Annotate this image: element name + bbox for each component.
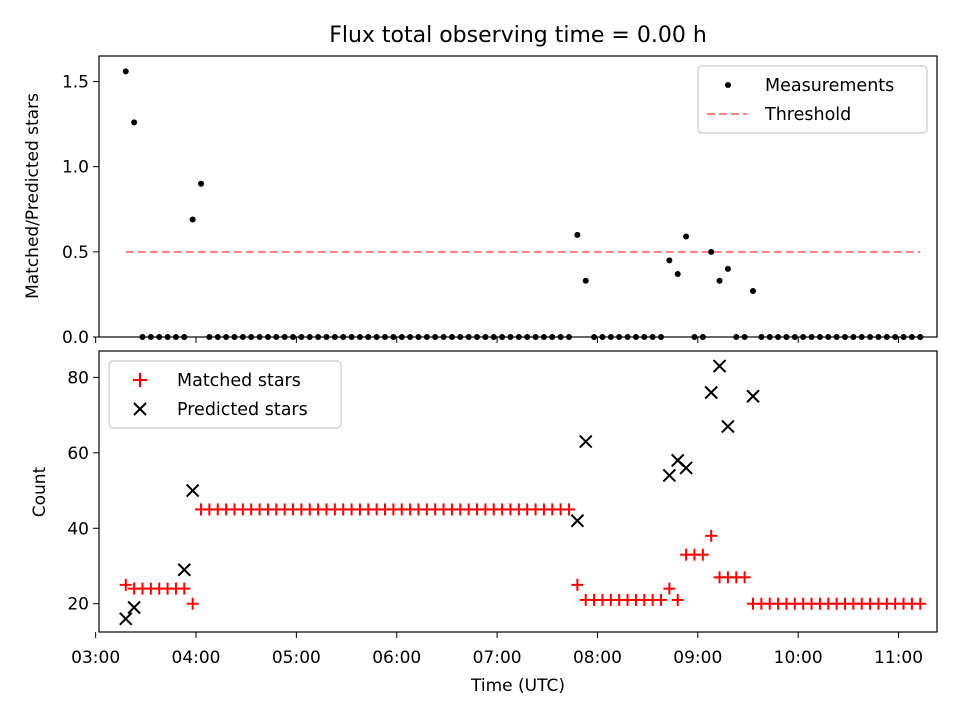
legend-predicted-marker: [133, 402, 147, 416]
matched-star-point: [571, 578, 584, 591]
predicted-star-stroke: [712, 359, 727, 373]
matched-star-point: [178, 582, 191, 595]
measurement-point: [716, 277, 723, 284]
matched-star-point: [705, 529, 718, 542]
x-tick-label: 06:00: [372, 648, 421, 668]
legend-measurements-marker: [725, 82, 731, 88]
predicted-star-point: [662, 468, 677, 483]
top-legend-box: [697, 65, 928, 134]
x-tick-label: 10:00: [774, 648, 823, 668]
bottom-y-tick-label: 20: [67, 595, 89, 615]
measurement-point: [131, 119, 138, 126]
measurement-point: [708, 248, 715, 255]
figure-title: Flux total observing time = 0.00 h: [329, 23, 707, 48]
bottom-panel: 20 40 60 80 03:00 04:00 05:00 06:00 07:00 08:00 09…: [30, 350, 938, 696]
matched-star-point: [186, 597, 199, 610]
predicted-star-stroke: [570, 514, 585, 528]
top-y-axis-label: Matched/Predicted stars: [23, 93, 43, 299]
predicted-star-point: [185, 483, 200, 498]
matched-star-point: [696, 548, 709, 561]
predicted-star-stroke: [185, 483, 200, 498]
legend-threshold-label: Threshold: [764, 105, 851, 125]
x-tick-label: 04:00: [172, 648, 221, 668]
measurement-point: [750, 288, 757, 295]
bottom-y-tick-label: 80: [67, 368, 89, 388]
bottom-axes-frame: [98, 350, 938, 633]
measurement-point: [189, 216, 196, 223]
legend-matched-label: Matched stars: [177, 371, 301, 391]
predicted-star-stroke: [662, 468, 677, 483]
count-points: [119, 359, 927, 626]
predicted-star-point: [712, 359, 727, 373]
matched-star-point: [119, 578, 132, 591]
top-y-tick-label: 0.5: [62, 243, 89, 263]
measurement-point: [724, 265, 731, 272]
x-tick-label: 03:00: [71, 648, 120, 668]
predicted-star-point: [119, 612, 133, 626]
x-tick-label: 08:00: [573, 648, 622, 668]
bottom-y-tick-label: 40: [67, 519, 89, 539]
measurement-point: [198, 180, 205, 187]
predicted-star-stroke: [704, 385, 718, 400]
predicted-star-point: [579, 434, 593, 449]
measurement-point: [582, 277, 589, 284]
predicted-star-point: [721, 419, 735, 434]
measurement-point: [674, 270, 681, 277]
matched-star-point: [738, 571, 751, 584]
predicted-star-stroke: [127, 600, 141, 615]
predicted-star-point: [704, 385, 718, 400]
x-tick-label: 05:00: [272, 648, 321, 668]
top-ticks: 0.0 0.5 1.0 1.5: [62, 73, 900, 348]
top-y-tick-label: 0.0: [62, 328, 89, 348]
x-tick-label: 11:00: [874, 648, 923, 668]
legend-predicted-label: Predicted stars: [177, 400, 308, 420]
predicted-star-point: [746, 389, 760, 403]
predicted-star-point: [177, 563, 192, 577]
bottom-legend-box: [108, 360, 342, 429]
measurement-point: [683, 233, 690, 240]
predicted-star-stroke: [671, 453, 685, 468]
top-legend: Measurements Threshold: [697, 65, 928, 134]
predicted-star-stroke: [721, 419, 735, 434]
x-tick-label: 09:00: [673, 648, 722, 668]
bottom-y-tick-label: 60: [67, 444, 89, 464]
predicted-star-stroke: [579, 434, 593, 449]
predicted-star-point: [679, 461, 693, 475]
matched-star-point: [914, 597, 927, 610]
legend-measurements-label: Measurements: [765, 76, 894, 96]
top-panel: 0.0 0.5 1.0 1.5 Matched/Predicted stars Mea…: [23, 55, 938, 348]
measurement-point: [666, 257, 673, 264]
predicted-star-stroke: [679, 461, 693, 475]
measurement-point: [574, 231, 581, 238]
top-y-tick-label: 1.5: [62, 73, 89, 93]
predicted-star-stroke: [746, 389, 760, 403]
predicted-star-stroke: [177, 563, 192, 577]
measurement-point: [122, 68, 129, 75]
predicted-star-point: [570, 514, 585, 528]
matched-star-point: [563, 503, 576, 516]
predicted-star-point: [127, 600, 141, 615]
top-axes-frame: [98, 55, 938, 338]
predicted-star-stroke: [119, 612, 133, 626]
bottom-legend: Matched stars Predicted stars: [108, 360, 342, 429]
x-axis-label: Time (UTC): [470, 676, 565, 696]
x-tick-label: 07:00: [473, 648, 522, 668]
bottom-y-axis-label: Count: [30, 466, 50, 517]
matched-star-point: [671, 593, 684, 606]
legend-matched-marker: [133, 373, 147, 387]
matched-star-point: [663, 582, 676, 595]
bottom-ticks: 20 40 60 80 03:00 04:00 05:00 06:00 07:00 08:00 09…: [67, 368, 923, 668]
top-y-tick-label: 1.0: [62, 158, 89, 178]
matched-star-point: [655, 593, 668, 606]
